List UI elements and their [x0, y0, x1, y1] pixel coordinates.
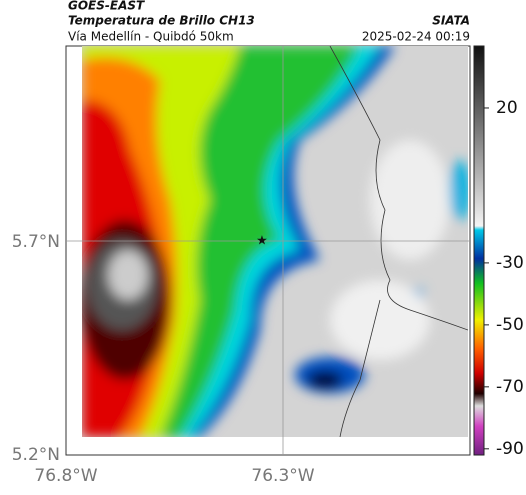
product: Temperatura de Brillo CH13	[68, 14, 255, 28]
colorbar-tick-label: -70	[496, 377, 524, 397]
colorbar-tick-label: 20	[496, 98, 518, 118]
brand: SIATA	[432, 14, 470, 28]
datetime: 2025-02-24 00:19	[362, 30, 470, 44]
colorbar	[473, 45, 485, 456]
colorbar-ticks: 20 -30 -50 -70 -90	[484, 98, 524, 459]
lat-label: 5.2°N	[12, 445, 60, 465]
route: Vía Medellín - Quibdó 50km	[68, 30, 234, 44]
lon-label: 76.3°W	[251, 466, 314, 486]
lon-label: 76.8°W	[34, 466, 97, 486]
lat-label: 5.7°N	[12, 232, 60, 252]
colorbar-tick-label: -50	[496, 315, 524, 335]
colorbar-tick-label: -30	[496, 253, 524, 273]
source: GOES-EAST	[68, 0, 145, 13]
svg-text:★: ★	[256, 234, 268, 249]
satellite-image: ★	[65, 45, 471, 456]
colorbar-tick-label: -90	[496, 439, 524, 459]
